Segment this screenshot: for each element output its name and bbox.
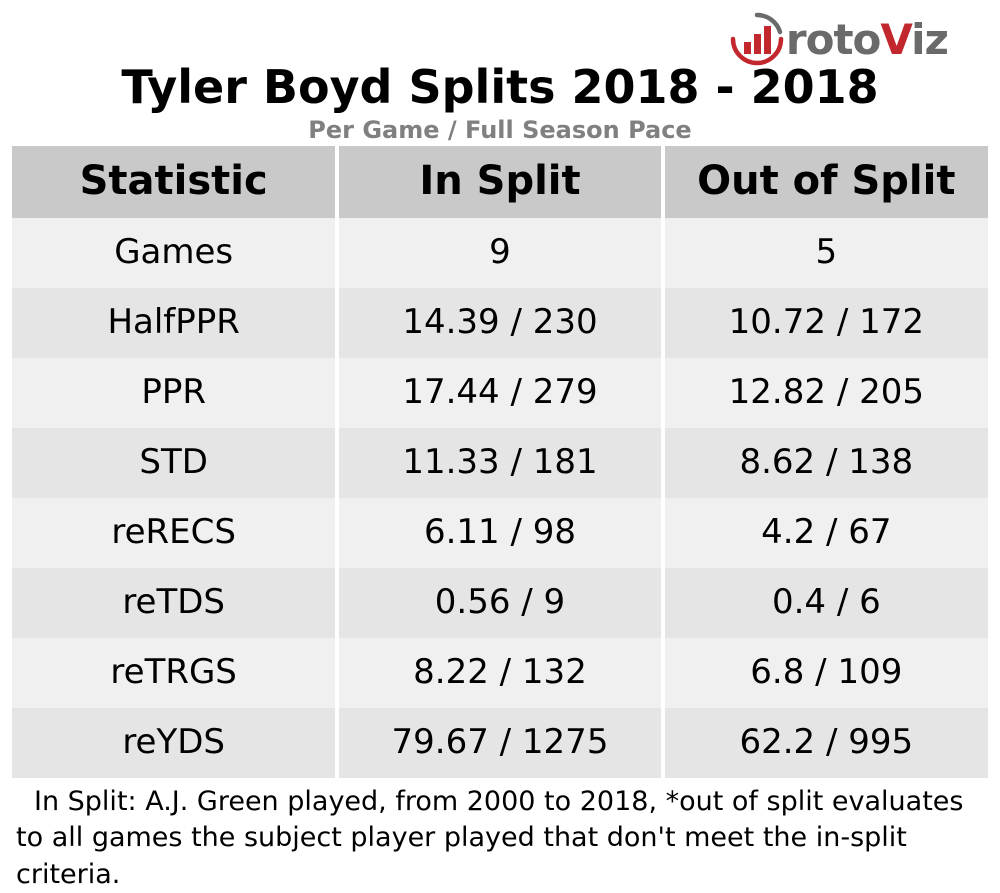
col-out-of-split: Out of Split <box>663 146 988 218</box>
table-row: reYDS 79.67 / 1275 62.2 / 995 <box>12 708 988 778</box>
cell-in: 0.56 / 9 <box>337 568 662 638</box>
col-statistic: Statistic <box>12 146 337 218</box>
cell-stat: STD <box>12 428 337 498</box>
cell-in: 11.33 / 181 <box>337 428 662 498</box>
cell-stat: reTRGS <box>12 638 337 708</box>
footnote: In Split: A.J. Green played, from 2000 t… <box>12 778 988 893</box>
page-container: rotoViz Tyler Boyd Splits 2018 - 2018 Pe… <box>0 0 1000 893</box>
logo-text-roto: roto <box>786 15 881 64</box>
cell-out: 10.72 / 172 <box>663 288 988 358</box>
cell-stat: Games <box>12 218 337 288</box>
table-row: reTRGS 8.22 / 132 6.8 / 109 <box>12 638 988 708</box>
page-subtitle: Per Game / Full Season Pace <box>12 116 988 144</box>
rotoviz-logo-icon <box>730 12 784 66</box>
cell-in: 14.39 / 230 <box>337 288 662 358</box>
cell-out: 12.82 / 205 <box>663 358 988 428</box>
cell-out: 8.62 / 138 <box>663 428 988 498</box>
cell-stat: PPR <box>12 358 337 428</box>
cell-stat: reTDS <box>12 568 337 638</box>
table-row: reRECS 6.11 / 98 4.2 / 67 <box>12 498 988 568</box>
col-in-split: In Split <box>337 146 662 218</box>
table-header-row: Statistic In Split Out of Split <box>12 146 988 218</box>
table-row: STD 11.33 / 181 8.62 / 138 <box>12 428 988 498</box>
cell-stat: reRECS <box>12 498 337 568</box>
cell-out: 62.2 / 995 <box>663 708 988 778</box>
cell-out: 6.8 / 109 <box>663 638 988 708</box>
cell-stat: HalfPPR <box>12 288 337 358</box>
cell-stat: reYDS <box>12 708 337 778</box>
cell-out: 5 <box>663 218 988 288</box>
cell-in: 6.11 / 98 <box>337 498 662 568</box>
cell-out: 0.4 / 6 <box>663 568 988 638</box>
cell-in: 9 <box>337 218 662 288</box>
rotoviz-logo: rotoViz <box>730 12 948 66</box>
table-body: Games 9 5 HalfPPR 14.39 / 230 10.72 / 17… <box>12 218 988 778</box>
logo-text-v: V <box>880 15 911 64</box>
logo-text-iz: iz <box>911 15 948 64</box>
logo-row: rotoViz <box>12 8 988 66</box>
table-row: Games 9 5 <box>12 218 988 288</box>
table-row: reTDS 0.56 / 9 0.4 / 6 <box>12 568 988 638</box>
page-title: Tyler Boyd Splits 2018 - 2018 <box>12 60 988 114</box>
cell-out: 4.2 / 67 <box>663 498 988 568</box>
cell-in: 8.22 / 132 <box>337 638 662 708</box>
table-row: HalfPPR 14.39 / 230 10.72 / 172 <box>12 288 988 358</box>
logo-text: rotoViz <box>786 15 948 64</box>
table-row: PPR 17.44 / 279 12.82 / 205 <box>12 358 988 428</box>
cell-in: 17.44 / 279 <box>337 358 662 428</box>
splits-table: Statistic In Split Out of Split Games 9 … <box>12 146 988 778</box>
cell-in: 79.67 / 1275 <box>337 708 662 778</box>
